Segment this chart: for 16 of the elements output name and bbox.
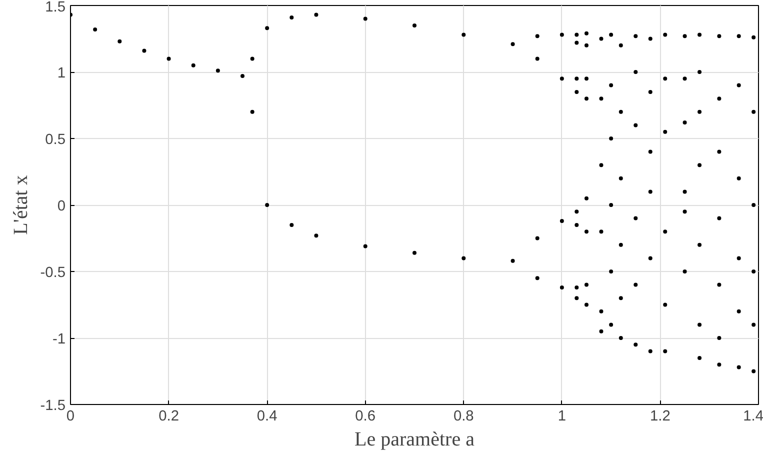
x-tick-label: 0.8	[453, 408, 474, 424]
x-tick-label: 0.2	[158, 408, 179, 424]
y-tick-label: -0.5	[40, 265, 66, 281]
y-tick-label: -1.5	[40, 398, 66, 414]
y-tick-label: 1.5	[45, 0, 66, 16]
x-tick-label: 0.4	[256, 408, 278, 424]
y-tick-label: 1	[57, 66, 66, 82]
y-tick-label: 0	[57, 198, 66, 214]
y-tick-label: -1	[52, 332, 66, 348]
x-tick-label: 1.2	[650, 408, 670, 424]
y-axis-title: L'état x	[10, 175, 32, 235]
x-tick-label: 0.6	[355, 408, 376, 424]
y-tick-label: 0.5	[45, 132, 66, 148]
x-axis-title: Le paramètre a	[354, 428, 475, 450]
x-tick-label: 1	[558, 408, 566, 424]
x-tick-label: 1.4	[743, 408, 763, 424]
